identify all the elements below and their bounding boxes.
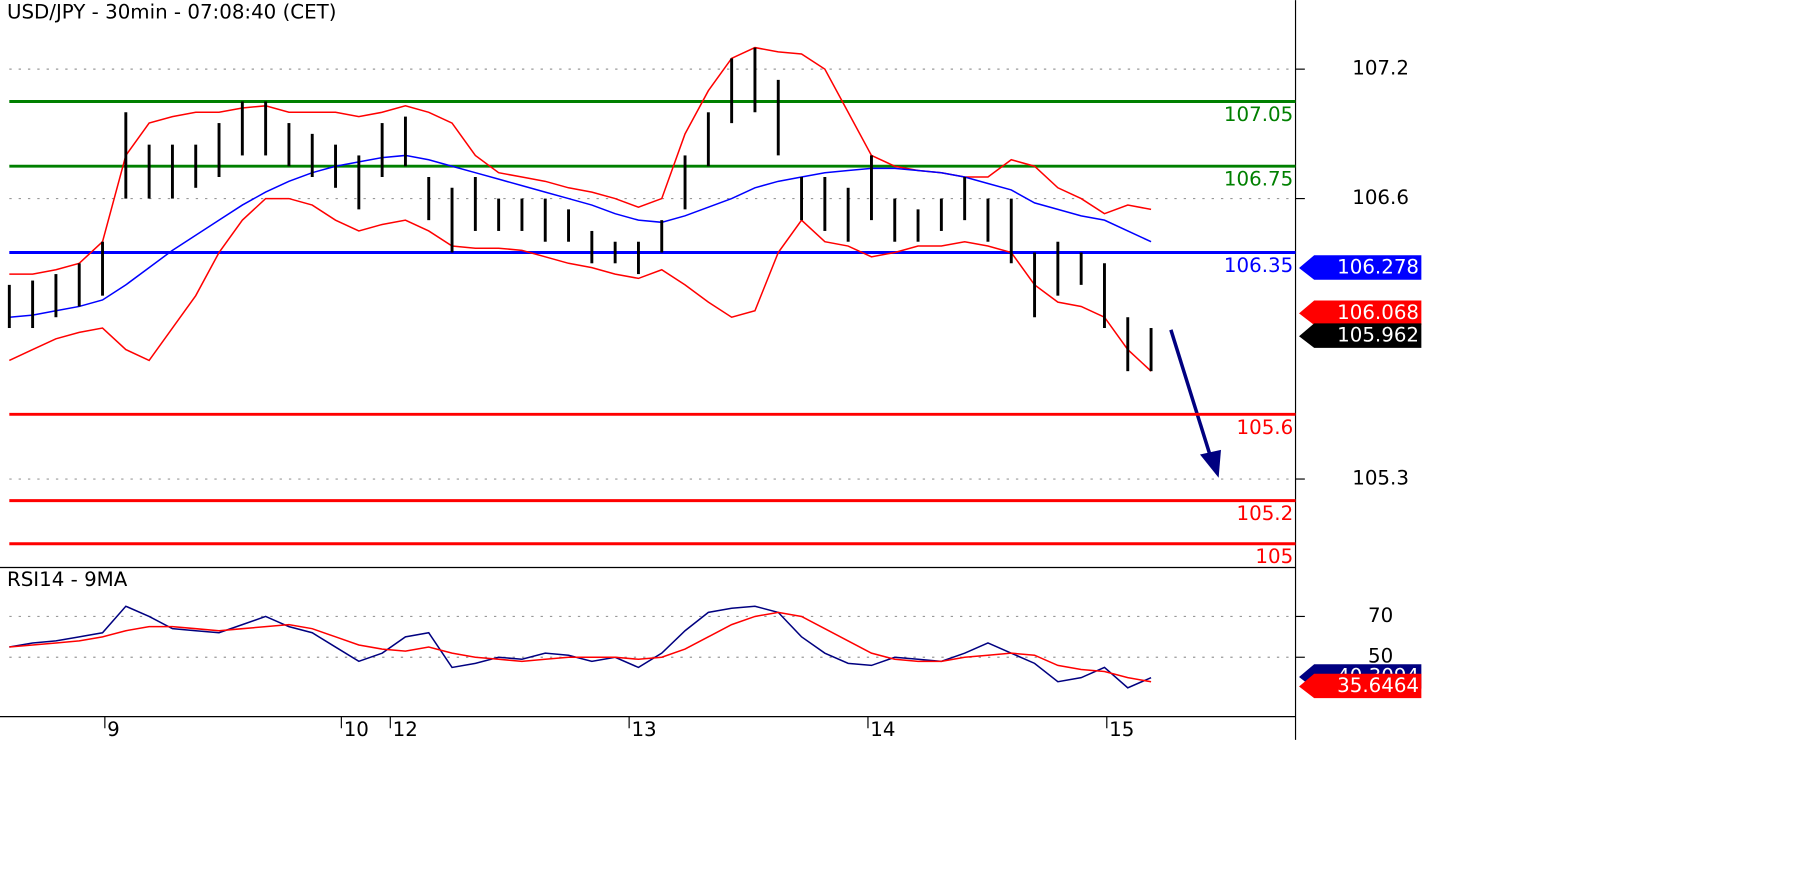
overlay-line <box>9 197 1152 372</box>
level-label: 106.75 <box>1224 168 1293 191</box>
price-marker <box>1299 255 1422 280</box>
price-marker <box>1299 323 1422 348</box>
price-marker-label: 106.068 <box>1337 301 1419 324</box>
y-tick-label: 107.2 <box>1352 57 1409 80</box>
price-marker <box>1299 673 1422 699</box>
x-tick-label: 12 <box>393 718 418 741</box>
y-tick-label: 106.6 <box>1352 186 1409 209</box>
level-label: 105 <box>1255 545 1293 568</box>
price-marker <box>1299 300 1422 326</box>
forecast-arrow <box>1169 329 1221 478</box>
overlay-line <box>9 46 1152 275</box>
price-marker-label: 106.278 <box>1337 256 1419 279</box>
price-marker-label: 35.6464 <box>1337 674 1419 697</box>
y-tick-label: 105.3 <box>1352 467 1409 490</box>
y-tick-label: 70 <box>1368 604 1393 627</box>
x-tick-label: 14 <box>870 718 895 741</box>
price-marker-label: 105.962 <box>1337 324 1419 347</box>
level-label: 105.2 <box>1237 502 1294 525</box>
level-label: 107.05 <box>1224 103 1293 126</box>
level-label: 105.6 <box>1237 416 1294 439</box>
y-tick-label: 50 <box>1368 645 1393 668</box>
x-tick-label: 15 <box>1109 718 1134 741</box>
indicator-title: RSI14 - 9MA <box>7 568 128 591</box>
indicator-line <box>9 611 1152 683</box>
x-tick-label: 13 <box>631 718 656 741</box>
level-label: 106.35 <box>1224 254 1293 277</box>
overlay-line <box>9 154 1152 318</box>
x-tick-label: 9 <box>107 718 120 741</box>
chart-title: USD/JPY - 30min - 07:08:40 (CET) <box>7 0 336 23</box>
indicator-line <box>9 605 1152 689</box>
x-tick-label: 10 <box>344 718 369 741</box>
